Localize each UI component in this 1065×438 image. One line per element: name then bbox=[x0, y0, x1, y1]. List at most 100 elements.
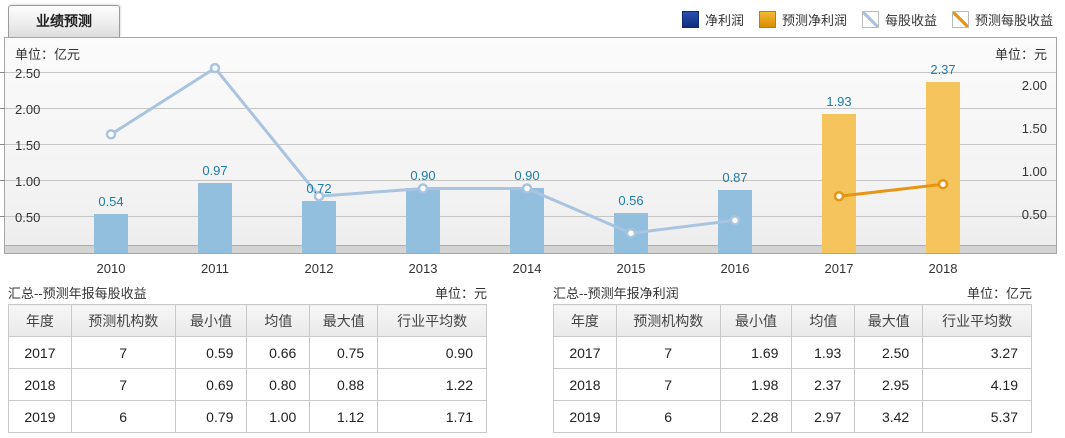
column-header: 行业平均数 bbox=[377, 304, 487, 337]
table-row: 2019 6 0.79 1.00 1.12 1.71 bbox=[8, 400, 487, 433]
bar-value-label: 0.72 bbox=[306, 181, 332, 197]
net-profit-bar-2011[interactable] bbox=[198, 183, 232, 253]
table-row: 2017 7 0.59 0.66 0.75 0.90 bbox=[8, 336, 487, 369]
right-axis-tick-label: 2.00 bbox=[1021, 78, 1047, 93]
x-axis-year-2018: 2018 bbox=[928, 261, 958, 276]
net-profit-bar-2010[interactable] bbox=[94, 214, 128, 253]
legend-item-0[interactable]: 净利润 bbox=[681, 10, 744, 29]
table-row: 2019 6 2.28 2.97 3.42 5.37 bbox=[553, 400, 1032, 433]
table-cell: 1.12 bbox=[309, 400, 379, 433]
netprofit-table-unit: 单位：亿元 bbox=[966, 286, 1032, 301]
forecast-eps-point[interactable] bbox=[937, 178, 949, 190]
legend-item-1[interactable]: 预测净利润 bbox=[758, 10, 847, 29]
legend-diagonal-line-icon bbox=[861, 10, 879, 28]
bar-value-label: 0.56 bbox=[618, 192, 644, 208]
chart-legend: 净利润 预测净利润 每股收益 预测每股收益 bbox=[681, 9, 1053, 29]
right-axis-tick-label: 0.50 bbox=[1021, 207, 1047, 222]
table-cell: 2019 bbox=[8, 400, 72, 433]
bar-value-label: 1.93 bbox=[826, 94, 852, 110]
table-cell: 3.42 bbox=[854, 400, 924, 433]
eps-point[interactable] bbox=[625, 227, 637, 239]
x-axis-year-2012: 2012 bbox=[304, 261, 334, 276]
forecast-chart: 单位：亿元 单位：元 0.50 1.00 1.50 2.00 2.50 0.50 1.00 1… bbox=[0, 37, 1057, 254]
table-cell: 2.37 bbox=[791, 368, 856, 401]
net-profit-bar-2013[interactable] bbox=[406, 188, 440, 253]
table-cell: 7 bbox=[615, 336, 721, 369]
table-cell: 2017 bbox=[553, 336, 617, 369]
legend-label: 预测每股收益 bbox=[974, 12, 1053, 28]
table-cell: 0.59 bbox=[174, 336, 248, 369]
table-row: 2018 7 0.69 0.80 0.88 1.22 bbox=[8, 368, 487, 401]
gridline bbox=[5, 108, 1056, 109]
left-axis-tick bbox=[0, 72, 5, 73]
column-header: 最小值 bbox=[174, 304, 248, 337]
bar-value-label: 0.97 bbox=[202, 163, 228, 179]
table-cell: 2.28 bbox=[719, 400, 793, 433]
table-cell: 2017 bbox=[8, 336, 72, 369]
left-axis-tick-label: 2.00 bbox=[15, 102, 41, 117]
eps-point[interactable] bbox=[521, 183, 533, 194]
net-profit-bar-2014[interactable] bbox=[510, 188, 544, 253]
table-header-row: 年度 预测机构数 最小值 均值 最大值 行业平均数 bbox=[8, 304, 487, 337]
left-axis-tick-label: 1.00 bbox=[15, 174, 41, 189]
eps-point[interactable] bbox=[209, 62, 221, 74]
netprofit-table-title: 汇总--预测年报净利润 bbox=[553, 286, 679, 301]
forecast-eps-point[interactable] bbox=[833, 190, 845, 202]
eps-point[interactable] bbox=[417, 183, 429, 194]
table-cell: 0.90 bbox=[377, 336, 487, 369]
forecast-eps-line bbox=[838, 182, 944, 198]
table-row: 2018 7 1.98 2.37 2.95 4.19 bbox=[553, 368, 1032, 401]
table-cell: 6 bbox=[70, 400, 176, 433]
legend-filled-square-icon bbox=[758, 10, 776, 28]
column-header: 行业平均数 bbox=[922, 304, 1032, 337]
table-cell: 0.66 bbox=[246, 336, 311, 369]
x-axis-year-2017: 2017 bbox=[824, 261, 854, 276]
eps-point[interactable] bbox=[105, 129, 117, 140]
legend-item-2[interactable]: 每股收益 bbox=[861, 10, 937, 29]
right-axis-unit-label: 单位：元 bbox=[994, 47, 1047, 62]
bar-value-label: 0.90 bbox=[514, 168, 540, 184]
eps-table-title: 汇总--预测年报每股收益 bbox=[8, 286, 147, 301]
legend-filled-square-icon bbox=[681, 10, 699, 28]
column-header: 预测机构数 bbox=[70, 304, 176, 337]
column-header: 最大值 bbox=[854, 304, 924, 337]
legend-item-3[interactable]: 预测每股收益 bbox=[951, 10, 1053, 29]
table-cell: 7 bbox=[615, 368, 721, 401]
column-header: 预测机构数 bbox=[615, 304, 721, 337]
x-axis-year-2015: 2015 bbox=[616, 261, 646, 276]
table-cell: 1.69 bbox=[719, 336, 793, 369]
table-cell: 7 bbox=[70, 336, 176, 369]
x-axis-labels: 2010 2011 2012 2013 2014 2015 2016 2017 2018 bbox=[59, 261, 995, 277]
legend-label: 净利润 bbox=[704, 12, 744, 28]
x-axis-year-2011: 2011 bbox=[201, 261, 229, 276]
table-cell: 0.69 bbox=[174, 368, 248, 401]
table-cell: 3.27 bbox=[922, 336, 1032, 369]
column-header: 最小值 bbox=[719, 304, 793, 337]
table-cell: 7 bbox=[70, 368, 176, 401]
forecast-net-profit-bar-2018[interactable] bbox=[926, 82, 960, 253]
forecast-netprofit-table: 年度 预测机构数 最小值 均值 最大值 行业平均数 2017 7 1.69 1.93 2.50 3.2… bbox=[553, 304, 1032, 433]
table-cell: 0.75 bbox=[309, 336, 379, 369]
table-cell: 1.93 bbox=[791, 336, 856, 369]
x-axis-year-2014: 2014 bbox=[512, 261, 542, 276]
left-axis-tick-label: 1.50 bbox=[15, 138, 41, 153]
eps-point[interactable] bbox=[313, 190, 325, 202]
gridline bbox=[5, 72, 1056, 73]
table-cell: 5.37 bbox=[922, 400, 1032, 433]
legend-label: 预测净利润 bbox=[781, 12, 847, 28]
table-cell: 2.97 bbox=[791, 400, 856, 433]
left-axis-tick-label: 2.50 bbox=[15, 66, 41, 81]
forecast-net-profit-bar-2017[interactable] bbox=[822, 114, 856, 253]
eps-point[interactable] bbox=[729, 215, 741, 226]
net-profit-bar-2012[interactable] bbox=[302, 201, 336, 253]
bar-value-label: 2.37 bbox=[930, 62, 956, 78]
table-cell: 0.80 bbox=[246, 368, 311, 401]
table-cell: 0.88 bbox=[309, 368, 379, 401]
eps-table-unit: 单位：元 bbox=[434, 286, 487, 301]
left-axis-tick bbox=[0, 216, 5, 217]
bar-value-label: 0.54 bbox=[98, 194, 124, 210]
gridline bbox=[5, 144, 1056, 145]
tab-performance-forecast[interactable]: 业绩预测 bbox=[8, 5, 120, 37]
forecast-eps-table: 年度 预测机构数 最小值 均值 最大值 行业平均数 2017 7 0.59 0.66 0.75 0.9… bbox=[8, 304, 487, 433]
